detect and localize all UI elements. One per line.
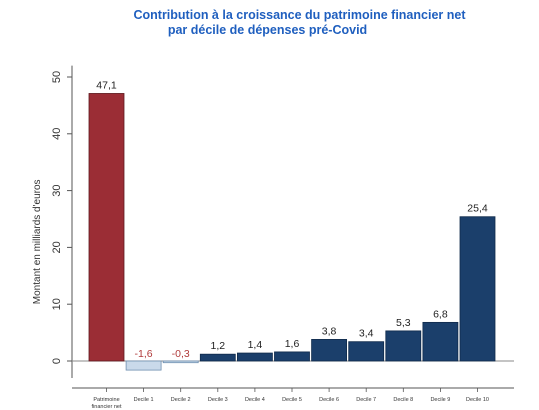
x-tick-label: Decile 9 <box>430 397 450 403</box>
bar-decile <box>459 216 496 362</box>
bar-decile <box>125 360 162 371</box>
x-tick-label: Decile 7 <box>356 397 376 403</box>
bar-decile <box>311 339 348 362</box>
x-tick-label: Decile 1 <box>134 397 154 403</box>
bar-decile <box>162 360 199 364</box>
chart-title-line-2: par décile de dépenses pré-Covid <box>167 23 368 37</box>
x-tick-label: Decile 2 <box>171 397 191 403</box>
chart-title-line-1: Contribution à la croissance du patrimoi… <box>133 8 466 22</box>
data-label: 3,4 <box>359 328 374 340</box>
x-tick-label: Decile 5 <box>282 397 302 403</box>
x-tick-label: Decile 4 <box>245 397 265 403</box>
data-label: 25,4 <box>467 203 488 215</box>
bar-decile <box>385 330 422 362</box>
x-tick-label: Decile 6 <box>319 397 339 403</box>
bar-decile <box>236 352 273 362</box>
x-tick-label: Decile 8 <box>393 397 413 403</box>
data-label: 47,1 <box>96 79 117 91</box>
bar-decile <box>199 353 236 362</box>
y-tick-label: 0 <box>51 358 63 364</box>
x-tick-label: Decile 10 <box>466 397 489 403</box>
data-label: 5,3 <box>396 317 411 329</box>
y-axis-title: Montant en milliards d'euros <box>32 179 43 304</box>
bar-decile <box>348 341 385 362</box>
y-tick-label: 20 <box>51 241 63 253</box>
data-label: -0,3 <box>172 348 190 360</box>
y-tick-label: 10 <box>51 298 63 310</box>
x-tick-label: Decile 3 <box>208 397 228 403</box>
y-tick-label: 30 <box>51 184 63 196</box>
bar-decile <box>274 351 310 362</box>
data-label: 1,6 <box>285 338 300 350</box>
x-tick-label: Patrimoine <box>93 397 119 403</box>
data-label: -1,6 <box>135 348 153 360</box>
y-tick-label: 40 <box>51 128 63 140</box>
data-label: 1,4 <box>248 339 263 351</box>
data-label: 1,2 <box>210 340 225 352</box>
y-tick-label: 50 <box>51 71 63 83</box>
bar-decile <box>422 321 459 362</box>
data-label: 3,8 <box>322 325 337 337</box>
x-tick-label: financier net <box>92 404 122 410</box>
data-label: 6,8 <box>433 308 448 320</box>
bar-total <box>88 93 125 362</box>
